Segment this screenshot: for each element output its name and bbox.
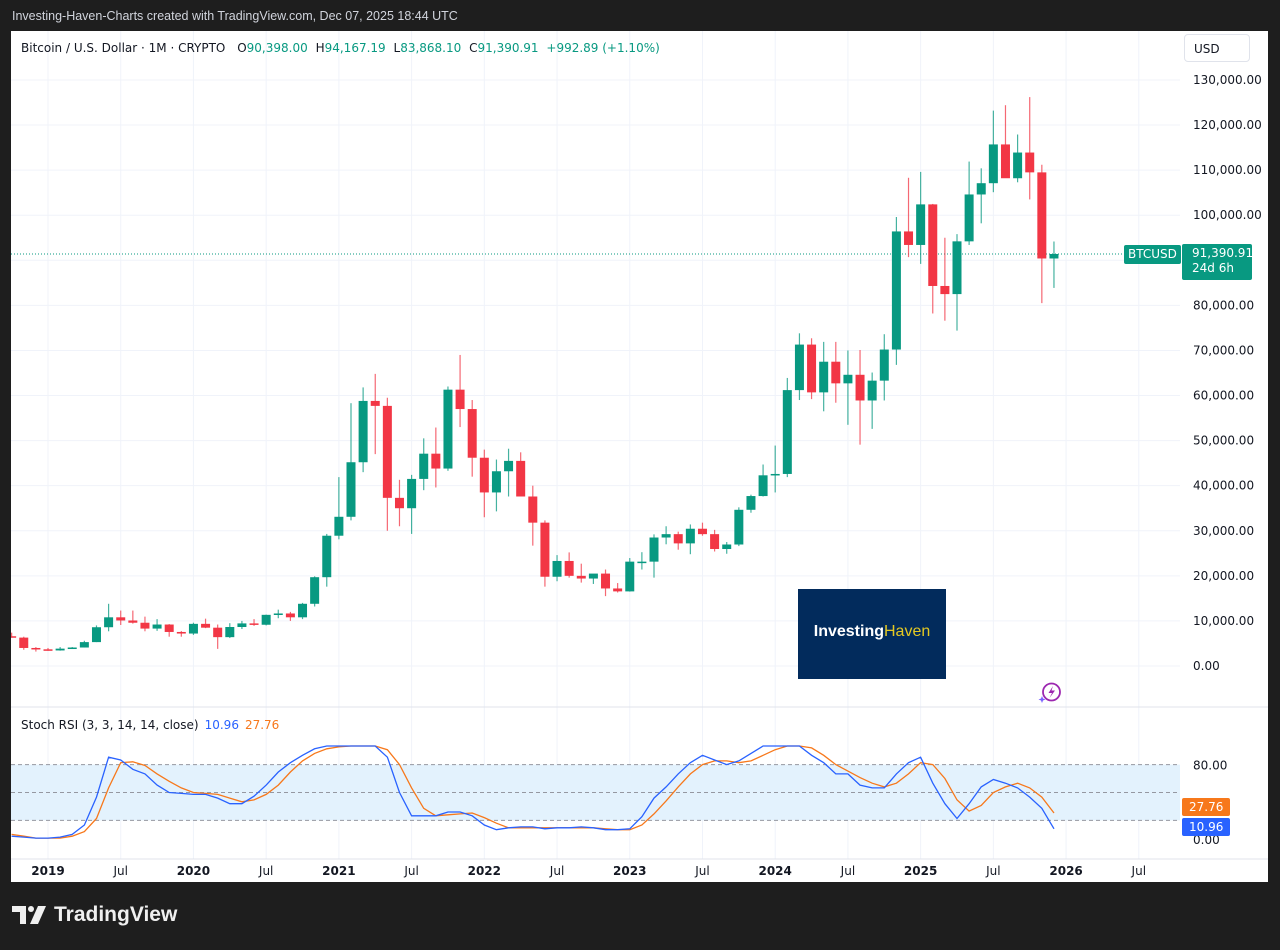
svg-text:2026: 2026 [1049, 864, 1082, 878]
bar-countdown: 24d 6h [1192, 261, 1234, 275]
tradingview-logo[interactable]: TradingView [12, 903, 177, 927]
svg-text:20,000.00: 20,000.00 [1193, 569, 1254, 583]
svg-text:Jul: Jul [840, 864, 855, 878]
ohlc-legend: Bitcoin / U.S. Dollar · 1M · CRYPTO O90,… [21, 41, 660, 55]
stoch-rsi-k-label: 10.96 [1182, 818, 1230, 836]
stoch-rsi-k-value: 10.96 [204, 718, 239, 732]
svg-text:2022: 2022 [468, 864, 501, 878]
svg-text:130,000.00: 130,000.00 [1193, 73, 1262, 87]
tradingview-wordmark: TradingView [54, 903, 178, 926]
svg-text:110,000.00: 110,000.00 [1193, 163, 1262, 177]
svg-text:80.00: 80.00 [1193, 759, 1227, 773]
high-label: H [315, 41, 325, 55]
candlestick-chart[interactable]: 130,000.00 120,000.00 110,000.00 100,000.00… [11, 31, 1268, 882]
svg-text:Jul: Jul [985, 864, 1000, 878]
low-label: L [393, 41, 401, 55]
svg-text:Jul: Jul [258, 864, 273, 878]
open-label: O [237, 41, 247, 55]
svg-text:70,000.00: 70,000.00 [1193, 343, 1254, 357]
low-value: 83,868.10 [400, 41, 462, 55]
svg-text:0.00: 0.00 [1193, 833, 1220, 847]
svg-text:10,000.00: 10,000.00 [1193, 614, 1254, 628]
high-value: 94,167.19 [324, 41, 386, 55]
last-price-value: 91,390.91 [1192, 246, 1254, 260]
close-label: C [469, 41, 478, 55]
svg-text:0.00: 0.00 [1193, 659, 1220, 673]
svg-text:2020: 2020 [177, 864, 210, 878]
svg-text:50,000.00: 50,000.00 [1193, 434, 1254, 448]
change-value: +992.89 (+1.10%) [546, 41, 660, 55]
close-value: 91,390.91 [477, 41, 539, 55]
svg-text:2025: 2025 [904, 864, 937, 878]
svg-text:Jul: Jul [112, 864, 127, 878]
svg-text:Jul: Jul [549, 864, 564, 878]
svg-text:2024: 2024 [758, 864, 791, 878]
last-price-label: 91,390.91 24d 6h [1182, 244, 1254, 280]
svg-text:2021: 2021 [322, 864, 355, 878]
svg-text:Jul: Jul [694, 864, 709, 878]
stoch-rsi-legend: Stoch RSI (3, 3, 14, 14, close) 10.96 27.7… [21, 718, 279, 732]
stoch-rsi-title[interactable]: Stoch RSI (3, 3, 14, 14, close) [21, 718, 199, 732]
lightning-sparkle-icon[interactable] [1038, 681, 1062, 705]
svg-text:80,000.00: 80,000.00 [1193, 298, 1254, 312]
tradingview-mark-icon [12, 906, 46, 924]
svg-text:2023: 2023 [613, 864, 646, 878]
symbol-price-label: BTCUSD [1124, 245, 1181, 264]
svg-text:120,000.00: 120,000.00 [1193, 118, 1262, 132]
svg-text:Jul: Jul [403, 864, 418, 878]
watermark-brand-a: Investing [813, 623, 884, 640]
open-value: 90,398.00 [246, 41, 308, 55]
symbol-title[interactable]: Bitcoin / U.S. Dollar · 1M · CRYPTO [21, 41, 226, 55]
chart-frame[interactable]: 130,000.00 120,000.00 110,000.00 100,000.00… [11, 31, 1268, 882]
svg-text:30,000.00: 30,000.00 [1193, 524, 1254, 538]
chart-caption: Investing-Haven-Charts created with Trad… [12, 9, 458, 23]
svg-text:Jul: Jul [1131, 864, 1146, 878]
svg-text:100,000.00: 100,000.00 [1193, 208, 1262, 222]
svg-text:2019: 2019 [31, 864, 64, 878]
watermark-brand-b: Haven [883, 623, 931, 640]
stoch-rsi-d-value: 27.76 [244, 718, 280, 732]
investinghaven-watermark: InvestingHaven [798, 589, 946, 679]
currency-button[interactable]: USD [1184, 34, 1250, 62]
svg-text:60,000.00: 60,000.00 [1193, 389, 1254, 403]
svg-text:40,000.00: 40,000.00 [1193, 479, 1254, 493]
stoch-rsi-d-label: 27.76 [1182, 798, 1230, 816]
